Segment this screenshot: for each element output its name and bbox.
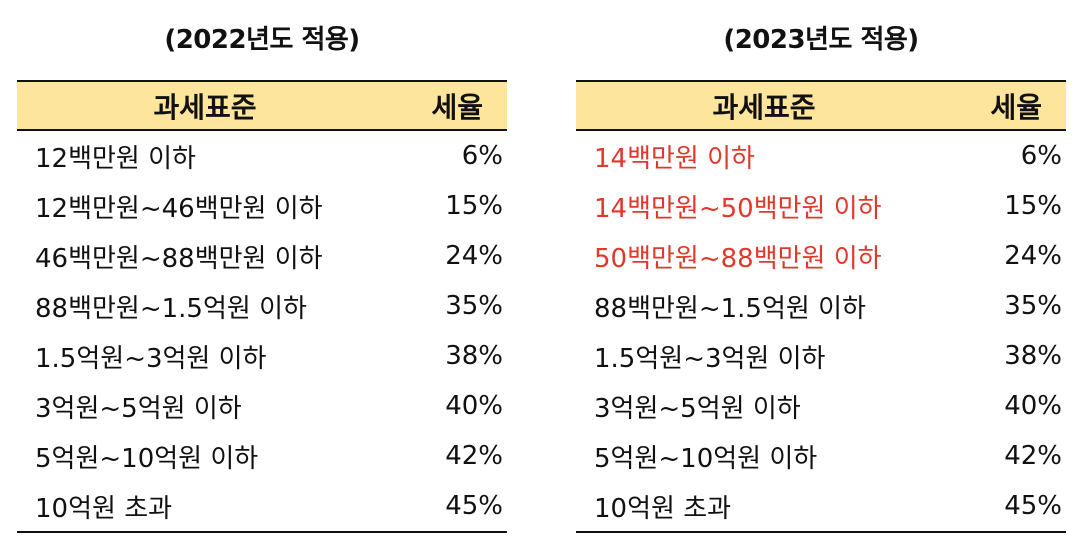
table-row: 5억원~10억원 이하 42%	[576, 431, 1066, 481]
tax-base-cell-changed: 14백만원 이하	[594, 143, 755, 174]
header-tax-base: 과세표준	[576, 80, 922, 131]
tax-rate-cell: 40%	[1004, 391, 1062, 421]
tax-rate-cell: 6%	[461, 141, 503, 171]
header-tax-rate: 세율	[363, 80, 507, 131]
tax-table-2022: (2022년도 적용) 과세표준 세율 12백만원 이하 6% 12백만원~46…	[17, 0, 507, 533]
tax-rate-cell: 24%	[1004, 241, 1062, 271]
tax-base-cell: 3억원~5억원 이하	[594, 393, 801, 424]
tax-base-cell: 88백만원~1.5억원 이하	[594, 293, 866, 324]
tax-rate-table: 과세표준 세율 12백만원 이하 6% 12백만원~46백만원 이하 15% 4…	[17, 80, 507, 533]
table-row: 50백만원~88백만원 이하 24%	[576, 231, 1066, 281]
table-row: 14백만원 이하 6%	[576, 130, 1066, 181]
table-row: 88백만원~1.5억원 이하 35%	[576, 281, 1066, 331]
tax-base-cell: 5억원~10억원 이하	[35, 443, 259, 474]
table-row: 12백만원 이하 6%	[17, 130, 507, 181]
tax-base-cell: 10억원 초과	[576, 481, 922, 533]
tax-rate-table: 과세표준 세율 14백만원 이하 6% 14백만원~50백만원 이하 15% 5…	[576, 80, 1066, 533]
tax-base-cell: 46백만원~88백만원 이하	[35, 243, 323, 274]
tax-rate-cell: 15%	[445, 191, 503, 221]
table-row: 3억원~5억원 이하 40%	[576, 381, 1066, 431]
tax-base-cell: 3억원~5억원 이하	[35, 393, 242, 424]
tax-base-cell: 88백만원~1.5억원 이하	[35, 293, 307, 324]
table-row: 14백만원~50백만원 이하 15%	[576, 181, 1066, 231]
table-row: 1.5억원~3억원 이하 38%	[17, 331, 507, 381]
tax-base-cell: 10억원 초과	[17, 481, 363, 533]
table-row: 5억원~10억원 이하 42%	[17, 431, 507, 481]
tax-rate-cell: 6%	[1020, 141, 1062, 171]
tax-base-cell: 1.5억원~3억원 이하	[35, 343, 267, 374]
table-row: 88백만원~1.5억원 이하 35%	[17, 281, 507, 331]
tax-rate-cell: 38%	[445, 341, 503, 371]
tax-rate-cell: 38%	[1004, 341, 1062, 371]
table-header-row: 과세표준 세율	[576, 80, 1066, 131]
tax-rate-cell: 35%	[1004, 291, 1062, 321]
tax-base-cell: 12백만원 이하	[35, 143, 196, 174]
tax-rate-cell: 45%	[922, 481, 1066, 533]
tax-base-cell: 5억원~10억원 이하	[594, 443, 818, 474]
table-row: 10억원 초과 45%	[576, 481, 1066, 533]
tax-base-cell-changed: 14백만원~50백만원 이하	[594, 193, 882, 224]
table-title: (2023년도 적용)	[723, 25, 919, 55]
table-row: 3억원~5억원 이하 40%	[17, 381, 507, 431]
tax-table-2023: (2023년도 적용) 과세표준 세율 14백만원 이하 6% 14백만원~50…	[576, 0, 1066, 533]
tax-rate-cell: 40%	[445, 391, 503, 421]
tax-rate-cell: 42%	[445, 441, 503, 471]
tax-rate-cell: 45%	[363, 481, 507, 533]
tax-rate-cell: 42%	[1004, 441, 1062, 471]
table-row: 46백만원~88백만원 이하 24%	[17, 231, 507, 281]
table-row: 10억원 초과 45%	[17, 481, 507, 533]
table-row: 1.5억원~3억원 이하 38%	[576, 331, 1066, 381]
table-row: 12백만원~46백만원 이하 15%	[17, 181, 507, 231]
tax-rate-cell: 35%	[445, 291, 503, 321]
table-header-row: 과세표준 세율	[17, 80, 507, 131]
table-title: (2022년도 적용)	[164, 25, 360, 55]
tax-base-cell: 12백만원~46백만원 이하	[35, 193, 323, 224]
tax-base-cell-changed: 50백만원~88백만원 이하	[594, 243, 882, 274]
tax-base-cell: 1.5억원~3억원 이하	[594, 343, 826, 374]
tax-rate-cell: 24%	[445, 241, 503, 271]
tax-rate-cell: 15%	[1004, 191, 1062, 221]
header-tax-rate: 세율	[922, 80, 1066, 131]
header-tax-base: 과세표준	[17, 80, 363, 131]
